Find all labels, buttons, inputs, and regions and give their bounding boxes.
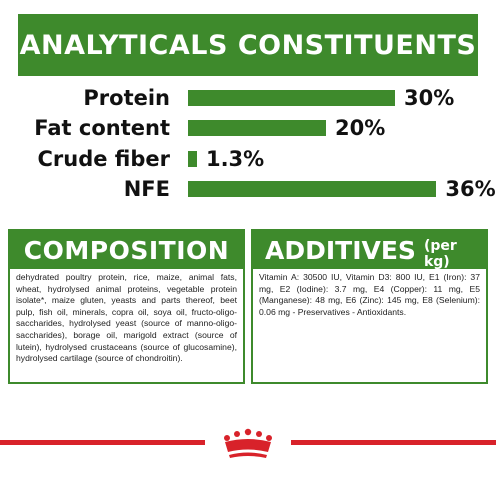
footer-red-line-left — [0, 440, 205, 445]
analytical-constituents-banner: ANALYTICALS CONSTITUENTS — [18, 14, 478, 76]
additives-header: ADDITIVES (per kg) — [253, 231, 486, 270]
constituent-label: Crude fiber — [37, 147, 170, 171]
constituent-value: 20% — [335, 116, 386, 140]
constituent-row-fiber: Crude fiber 1.3% — [0, 145, 496, 173]
constituent-value: 36% — [445, 177, 496, 201]
constituent-bar — [188, 90, 395, 106]
composition-header: COMPOSITION — [10, 231, 243, 269]
constituent-label: Fat content — [34, 116, 170, 140]
composition-text: dehydrated poultry protein, rice, maize,… — [16, 272, 237, 364]
additives-title: ADDITIVES — [265, 235, 416, 265]
composition-title: COMPOSITION — [23, 235, 230, 265]
additives-subtitle: (per kg) — [423, 238, 457, 270]
constituent-value: 1.3% — [205, 147, 265, 171]
constituent-row-nfe: NFE 36% — [0, 175, 496, 203]
constituent-bar — [188, 120, 326, 136]
constituent-row-protein: Protein 30% — [0, 84, 496, 112]
footer-red-line-right — [291, 440, 496, 445]
additives-box: ADDITIVES (per kg) Vitamin A: 30500 IU, … — [251, 229, 488, 384]
constituent-label: NFE — [123, 177, 170, 201]
composition-box: COMPOSITION dehydrated poultry protein, … — [8, 229, 245, 384]
royal-canin-crown-icon — [224, 428, 272, 458]
additives-text: Vitamin A: 30500 IU, Vitamin D3: 800 IU,… — [259, 272, 480, 317]
banner-title: ANALYTICALS CONSTITUENTS — [19, 29, 477, 61]
constituent-row-fat: Fat content 20% — [0, 114, 496, 142]
constituent-label: Protein — [83, 86, 170, 110]
constituent-bar — [188, 181, 437, 197]
constituent-bar — [188, 151, 197, 167]
constituent-value: 30% — [404, 86, 455, 110]
